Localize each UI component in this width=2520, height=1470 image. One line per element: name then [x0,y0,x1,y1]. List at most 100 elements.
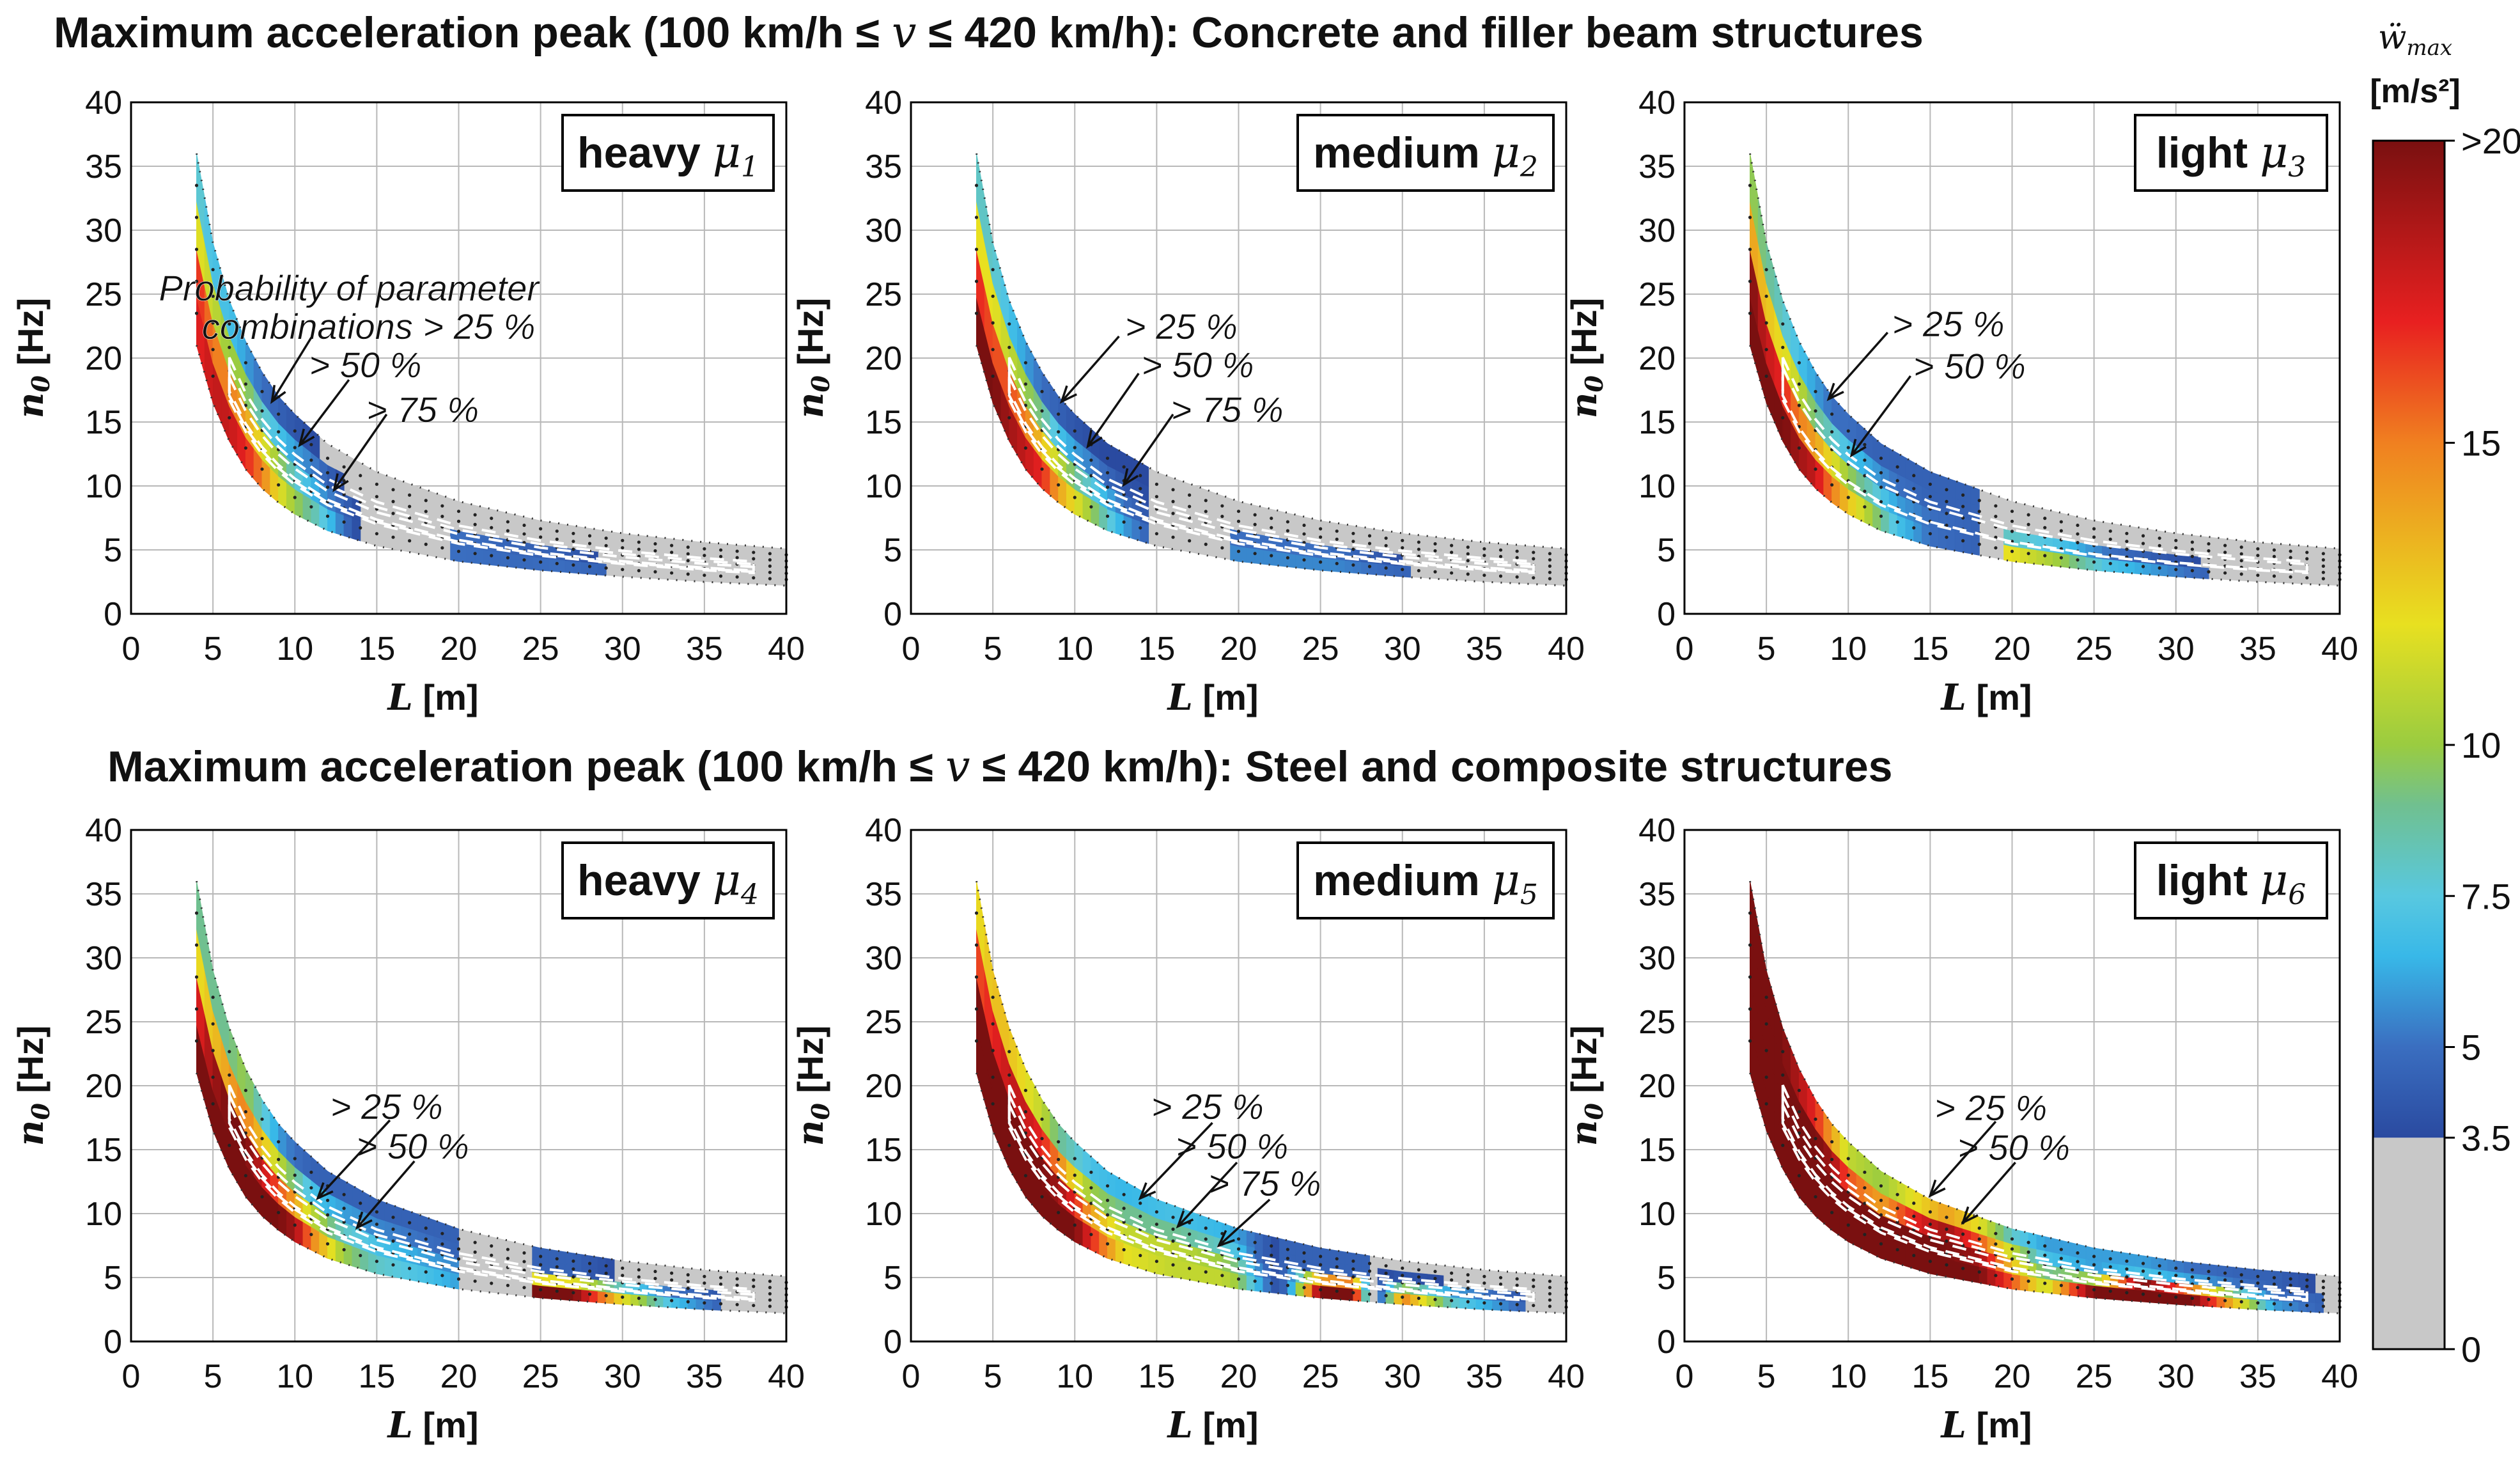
x-axis-unit: [m] [1966,1405,2032,1445]
lattice-dot [1764,294,1768,298]
lattice-dot [2305,1285,2309,1288]
lattice-dot [2010,1277,2014,1281]
lattice-dot [1748,247,1752,251]
heatmap-cell [2232,1267,2242,1279]
lattice-dot [2141,542,2145,545]
lattice-dot [211,348,215,352]
lattice-dot [309,1201,313,1205]
y-axis-subscript: 0 [26,1103,55,1120]
lattice-dot [2239,1286,2243,1290]
lattice-dot [1384,566,1388,570]
lattice-dot [522,1286,526,1290]
lattice-dot [1286,520,1289,524]
lattice-dot [703,1301,706,1305]
lattice-dot [555,1265,559,1269]
lattice-dot [1171,1227,1175,1231]
heatmap-cell [1938,1256,1947,1278]
heatmap-cell [2110,1250,2119,1265]
lattice-dot [2076,558,2080,562]
heatmap-cell [376,1255,385,1276]
heatmap-cell [2315,1302,2324,1313]
lattice-dot [1057,430,1061,434]
lattice-dot [572,1259,575,1263]
lattice-dot [2059,1256,2063,1260]
lattice-dot [1236,529,1241,533]
lattice-dot [1302,1251,1306,1255]
heatmap-cell [1328,558,1337,572]
heatmap-cell [352,1185,361,1210]
lattice-dot [1912,487,1916,490]
x-axis-unit: [m] [413,1405,479,1445]
lattice-dot [1863,489,1867,493]
heatmap-cell [2266,1299,2275,1311]
panel-title: medium μ5 [1313,856,1538,911]
probability-contour [1781,366,2308,574]
lattice-dot [1814,409,1817,413]
lattice-dot [974,215,979,219]
lattice-dot [1270,526,1273,529]
lattice-dot [194,184,199,187]
probability-annotation: > 25 % [1151,1086,1264,1127]
lattice-dot [2223,571,2227,575]
lattice-dot [309,1186,313,1190]
x-tick-label: 30 [604,1358,641,1395]
heatmap-cell [605,1258,615,1271]
lattice-dot [424,1237,428,1241]
heatmap-cell [548,558,557,572]
lattice-dot [1977,1226,1981,1230]
lattice-dot [1319,1288,1323,1292]
heatmap-cell [1369,562,1378,575]
y-tick-label: 0 [1657,596,1676,633]
lattice-dot [1879,485,1883,489]
lattice-dot [260,409,264,413]
heatmap-cell [2085,1246,2095,1262]
colorbar: 0 3.5 5 7.5 10 15 >20 ẅmax [m/s²] [2370,19,2520,1370]
lattice-dot [456,1247,461,1251]
lattice-dot [260,1117,264,1121]
lattice-dot [1171,499,1175,504]
lattice-dot [2190,568,2194,573]
heatmap-cell [360,1189,369,1215]
lattice-dot [1863,1186,1867,1190]
lattice-dot [1073,1223,1077,1227]
lattice-dot [768,558,772,562]
annotation-arrow [1139,1122,1213,1200]
lattice-dot [1895,1192,1899,1196]
lattice-dot [1977,510,1981,513]
heatmap-cell [425,1266,435,1285]
lattice-dot [260,1137,264,1141]
lattice-dot [1548,558,1552,562]
lattice-dot [1204,542,1208,546]
lattice-dot [1977,1237,1981,1241]
lattice-dot [522,1260,526,1263]
probability-contour [1781,1094,2308,1301]
band-upper-boundary [1749,880,2340,1278]
x-tick-label: 35 [2239,1358,2276,1395]
y-axis-unit: [Hz] [1564,298,1604,375]
heatmap-cell [2159,563,2168,577]
heatmap-cell [2101,558,2111,572]
lattice-dot [2026,522,2030,526]
plot-frame [910,101,1567,615]
y-axis-subscript: 0 [806,375,835,393]
y-tick-label: 25 [1638,1004,1676,1041]
lattice-dot [1204,1226,1208,1230]
heatmap-cell [491,551,501,567]
heatmap-cell [1946,531,1956,551]
heatmap-cell [2151,1290,2160,1304]
heatmap-cell [2200,567,2209,579]
lattice-dot [539,527,543,531]
heatmap-cell [1344,1251,1354,1266]
lattice-dot [424,542,428,546]
lattice-dot [991,1102,995,1106]
panel-title-box [1296,841,1555,919]
lattice-dot [2289,549,2292,553]
lattice-dot [1515,1277,1519,1281]
lattice-dot [456,549,461,553]
heatmap-cell [1484,1299,1493,1311]
x-tick-label: 20 [440,1358,478,1395]
lattice-dot [1367,1269,1372,1273]
lattice-dot [1466,1286,1470,1290]
heatmap-cell [2110,1286,2119,1301]
lattice-dot [1879,471,1883,474]
